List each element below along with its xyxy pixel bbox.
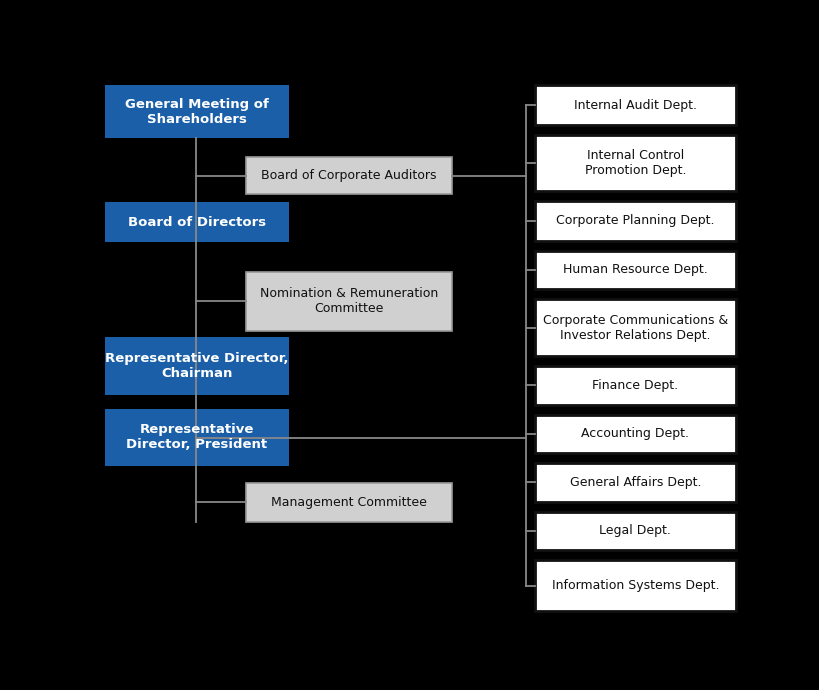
Text: Corporate Planning Dept.: Corporate Planning Dept. <box>555 214 713 227</box>
Text: Board of Corporate Auditors: Board of Corporate Auditors <box>261 170 437 182</box>
Text: Accounting Dept.: Accounting Dept. <box>581 427 689 440</box>
Bar <box>246 273 451 331</box>
Bar <box>105 85 289 138</box>
Text: Representative Director,
Chairman: Representative Director, Chairman <box>105 352 288 380</box>
Text: Human Resource Dept.: Human Resource Dept. <box>563 264 707 277</box>
Text: Finance Dept.: Finance Dept. <box>591 379 677 392</box>
Text: Legal Dept.: Legal Dept. <box>599 524 671 538</box>
Bar <box>534 463 735 502</box>
Text: Board of Directors: Board of Directors <box>128 216 266 228</box>
Text: Information Systems Dept.: Information Systems Dept. <box>551 579 718 592</box>
Bar <box>534 512 735 550</box>
Bar <box>105 408 289 466</box>
Text: Internal Control
Promotion Dept.: Internal Control Promotion Dept. <box>584 149 686 177</box>
Bar <box>105 337 289 395</box>
Bar <box>534 560 735 611</box>
Text: General Meeting of
Shareholders: General Meeting of Shareholders <box>125 98 269 126</box>
Bar <box>534 366 735 404</box>
Text: Corporate Communications &
Investor Relations Dept.: Corporate Communications & Investor Rela… <box>542 314 727 342</box>
Text: Nomination & Remuneration
Committee: Nomination & Remuneration Committee <box>260 288 437 315</box>
Bar <box>534 135 735 190</box>
Bar <box>534 299 735 356</box>
Text: Management Committee: Management Committee <box>271 496 427 509</box>
Bar <box>534 250 735 289</box>
Text: Internal Audit Dept.: Internal Audit Dept. <box>573 99 696 112</box>
Bar <box>534 201 735 241</box>
Bar <box>246 157 451 195</box>
Text: General Affairs Dept.: General Affairs Dept. <box>569 476 700 489</box>
Bar <box>246 483 451 522</box>
Bar <box>534 85 735 125</box>
Bar <box>105 202 289 242</box>
Bar <box>534 415 735 453</box>
Text: Representative
Director, President: Representative Director, President <box>126 424 267 451</box>
